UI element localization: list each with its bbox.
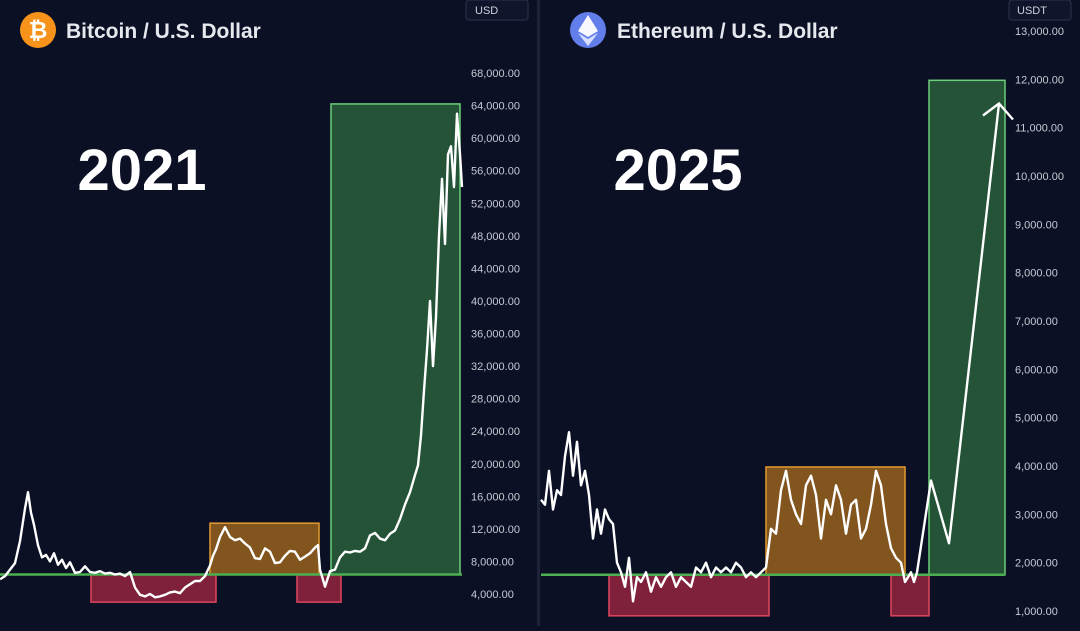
bitcoin-zones <box>90 103 461 603</box>
ethereum-y-tick-label: 3,000.00 <box>1015 509 1058 521</box>
bitcoin-y-tick-label: 8,000.00 <box>471 556 514 568</box>
ethereum-y-tick-label: 5,000.00 <box>1015 413 1058 425</box>
bitcoin-y-tick-label: 40,000.00 <box>471 296 520 308</box>
ethereum-y-tick-label: 2,000.00 <box>1015 558 1058 570</box>
bitcoin-y-axis: 4,000.00 8,000.00 12,000.00 16,000.00 20,000… <box>471 68 520 601</box>
bitcoin-chart-title: Bitcoin / U.S. Dollar <box>66 20 261 43</box>
bitcoin-dip-zone-2 <box>296 573 342 603</box>
bitcoin-y-tick-label: 28,000.00 <box>471 394 520 406</box>
ethereum-currency-badge[interactable]: USDT <box>1008 0 1072 21</box>
bitcoin-y-tick-label: 44,000.00 <box>471 263 520 275</box>
ethereum-y-tick-label: 8,000.00 <box>1015 268 1058 280</box>
bitcoin-price-series <box>0 112 464 599</box>
bitcoin-currency-label: USD <box>475 5 498 17</box>
ethereum-chart-title: Ethereum / U.S. Dollar <box>617 20 838 43</box>
bitcoin-y-tick-label: 68,000.00 <box>471 68 520 80</box>
bitcoin-chart-panel: 4,000.00 8,000.00 12,000.00 16,000.00 20,000… <box>0 0 529 603</box>
bitcoin-y-tick-label: 36,000.00 <box>471 329 520 341</box>
ethereum-y-tick-label: 10,000.00 <box>1015 171 1064 183</box>
panel-divider <box>537 0 540 626</box>
bitcoin-breakout-zone-3 <box>330 103 461 576</box>
ethereum-dip-zone-2 <box>890 574 930 617</box>
ethereum-y-tick-label: 6,000.00 <box>1015 364 1058 376</box>
ethereum-chart-panel: 1,000.00 2,000.00 3,000.00 4,000.00 5,000.00… <box>540 0 1072 618</box>
bitcoin-currency-badge[interactable]: USD <box>465 0 529 21</box>
ethereum-y-tick-label: 4,000.00 <box>1015 461 1058 473</box>
ethereum-accumulation-zone-1 <box>765 466 906 576</box>
svg-text:₿: ₿ <box>29 17 48 43</box>
ethereum-y-tick-label: 13,000.00 <box>1015 26 1064 38</box>
bitcoin-dip-zone-0 <box>90 573 217 603</box>
bitcoin-y-tick-label: 16,000.00 <box>471 491 520 503</box>
ethereum-projection-arrowhead <box>982 101 1014 121</box>
bitcoin-header: ₿ Bitcoin / U.S. Dollar <box>20 12 261 48</box>
ethereum-y-tick-label: 9,000.00 <box>1015 219 1058 231</box>
bitcoin-price-line <box>0 112 464 599</box>
bitcoin-icon: ₿ <box>20 12 56 48</box>
bitcoin-y-tick-label: 32,000.00 <box>471 361 520 373</box>
ethereum-y-tick-label: 12,000.00 <box>1015 74 1064 86</box>
ethereum-y-tick-label: 7,000.00 <box>1015 316 1058 328</box>
bitcoin-y-tick-label: 4,000.00 <box>471 589 514 601</box>
bitcoin-y-tick-label: 56,000.00 <box>471 166 520 178</box>
ethereum-projection-line <box>915 103 1001 573</box>
bitcoin-y-tick-label: 20,000.00 <box>471 459 520 471</box>
bitcoin-y-tick-label: 12,000.00 <box>471 524 520 536</box>
bitcoin-y-tick-label: 52,000.00 <box>471 198 520 210</box>
ethereum-price-series <box>540 101 1014 603</box>
bitcoin-year-label: 2021 <box>77 138 206 203</box>
ethereum-price-line <box>540 431 919 603</box>
ethereum-currency-label: USDT <box>1017 5 1047 17</box>
bitcoin-y-tick-label: 60,000.00 <box>471 133 520 145</box>
ethereum-y-axis: 1,000.00 2,000.00 3,000.00 4,000.00 5,000.00… <box>1015 26 1064 618</box>
bitcoin-y-tick-label: 24,000.00 <box>471 426 520 438</box>
ethereum-y-tick-label: 1,000.00 <box>1015 606 1058 618</box>
bitcoin-y-tick-label: 48,000.00 <box>471 231 520 243</box>
bitcoin-y-tick-label: 64,000.00 <box>471 101 520 113</box>
ethereum-year-label: 2025 <box>613 138 742 203</box>
ethereum-y-tick-label: 11,000.00 <box>1015 123 1063 135</box>
ethereum-icon <box>570 12 606 48</box>
ethereum-header: Ethereum / U.S. Dollar <box>570 12 838 48</box>
